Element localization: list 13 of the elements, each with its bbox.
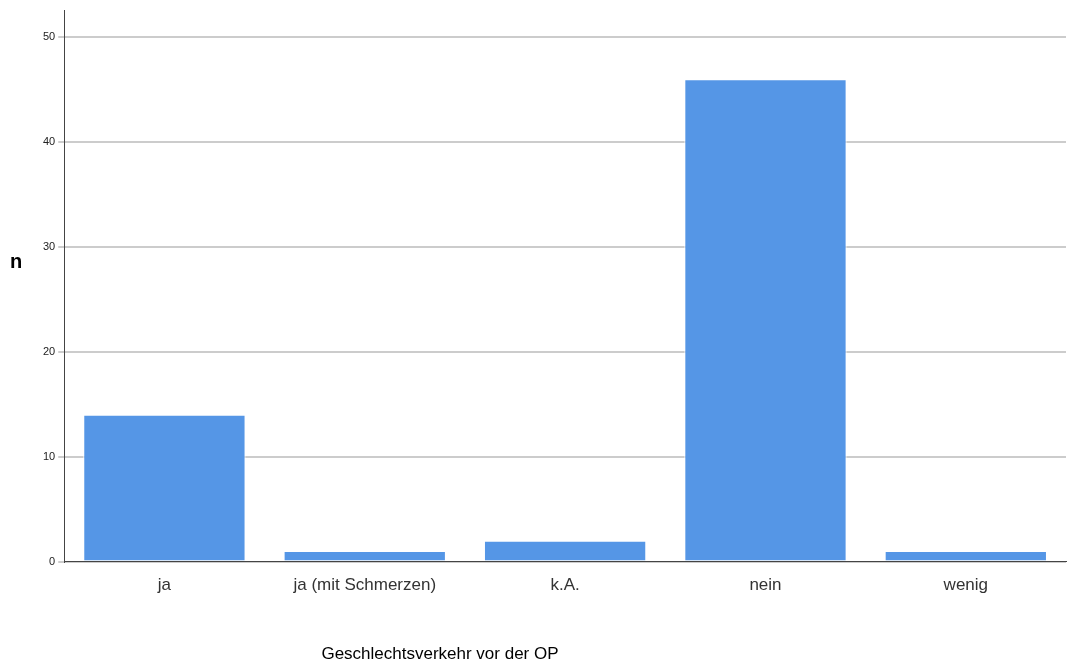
y-tick-label: 50 — [42, 30, 56, 43]
y-tick-label: 0 — [49, 554, 56, 567]
y-tick-label: 20 — [42, 344, 56, 357]
x-tick-label: k.A. — [550, 575, 580, 595]
y-tick-label: 40 — [42, 135, 56, 148]
x-tick-label: wenig — [942, 575, 989, 595]
y-tick-label: 10 — [42, 449, 56, 462]
x-axis-title: Geschlechtsverkehr vor der OP — [320, 644, 560, 664]
x-tick-label: nein — [749, 575, 782, 595]
y-tick-label: 30 — [42, 240, 56, 253]
x-tick-label: ja (mit Schmerzen) — [292, 575, 437, 595]
x-tick-label: ja — [156, 575, 172, 595]
y-axis-title: n — [10, 250, 23, 273]
